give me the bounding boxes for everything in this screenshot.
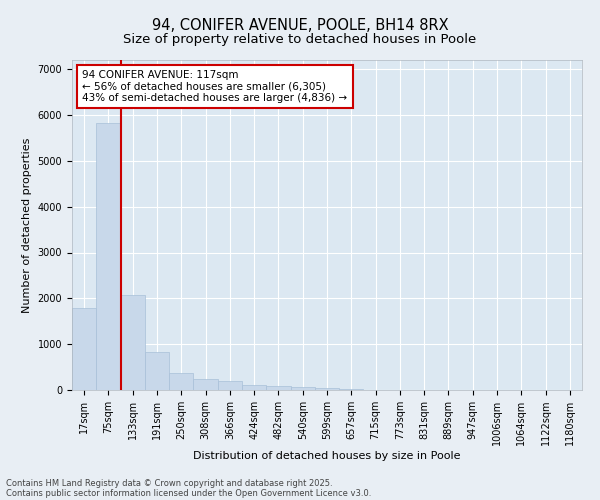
Bar: [315, 388, 339, 390]
Bar: [72, 308, 96, 390]
Bar: [218, 381, 242, 390]
Text: Contains public sector information licensed under the Open Government Licence v3: Contains public sector information licen…: [6, 488, 371, 498]
Text: 94 CONIFER AVENUE: 117sqm
← 56% of detached houses are smaller (6,305)
43% of se: 94 CONIFER AVENUE: 117sqm ← 56% of detac…: [82, 70, 347, 103]
Text: Size of property relative to detached houses in Poole: Size of property relative to detached ho…: [124, 32, 476, 46]
Text: Contains HM Land Registry data © Crown copyright and database right 2025.: Contains HM Land Registry data © Crown c…: [6, 478, 332, 488]
Bar: [242, 385, 266, 390]
Bar: [339, 389, 364, 390]
Bar: [145, 352, 169, 390]
Bar: [266, 386, 290, 390]
Bar: [96, 123, 121, 390]
Bar: [121, 294, 145, 390]
Bar: [169, 373, 193, 390]
X-axis label: Distribution of detached houses by size in Poole: Distribution of detached houses by size …: [193, 451, 461, 461]
Y-axis label: Number of detached properties: Number of detached properties: [22, 138, 32, 312]
Text: 94, CONIFER AVENUE, POOLE, BH14 8RX: 94, CONIFER AVENUE, POOLE, BH14 8RX: [152, 18, 448, 32]
Bar: [290, 388, 315, 390]
Bar: [193, 378, 218, 390]
